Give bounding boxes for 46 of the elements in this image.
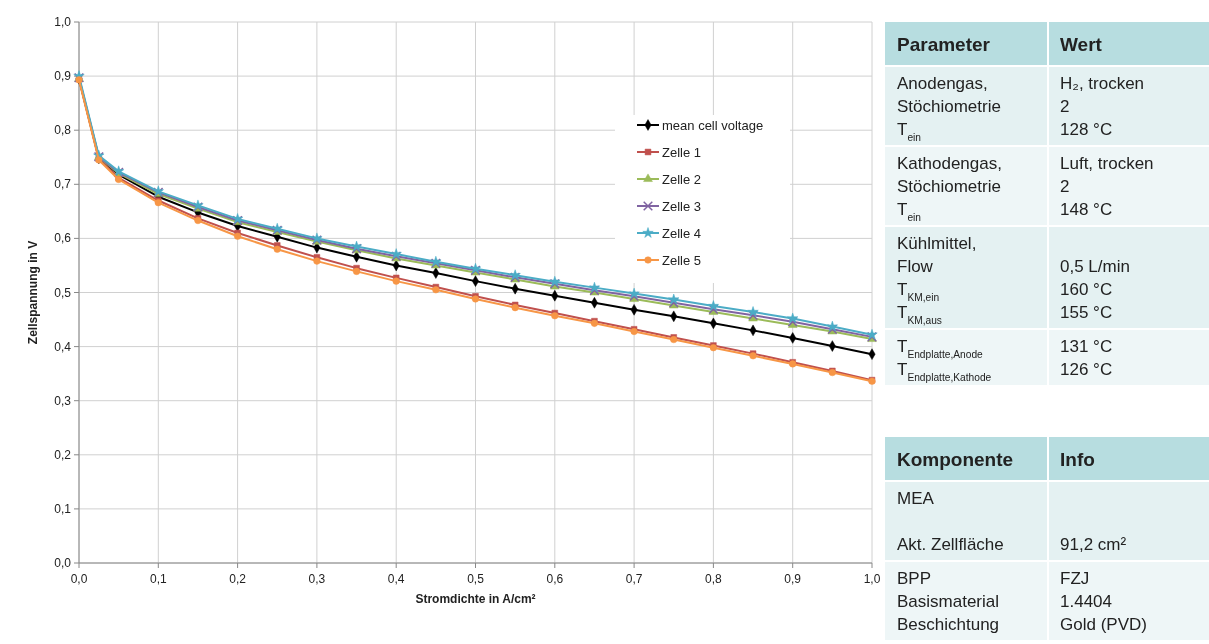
x-tick-label: 0,7 [625,572,643,586]
x-tick-label: 0,6 [546,572,564,586]
text: H₂, trocken 2 128 °C [1060,74,1145,139]
x-tick-label: 0,4 [387,572,405,586]
x-tick-label: 1,0 [863,572,881,586]
x-tick-label: 0,2 [229,572,247,586]
text: Kathodengas, Stöchiometrie T$_{ein}$ [897,154,1002,223]
text: Parameter [897,34,991,55]
x-tick-label: 0,5 [467,572,485,586]
y-tick-label: 0,4 [54,339,72,354]
text: 91,2 cm² [1060,535,1127,554]
text: Anodengas, Stöchiometrie T$_{ein}$ [897,74,1001,143]
x-tick-label: 0,1 [149,572,167,586]
x-tick-label: 0,9 [784,572,802,586]
x-tick-label: 0,0 [70,572,88,586]
text: Info [1060,449,1095,470]
y-tick-label: 0,9 [54,69,72,84]
y-axis-title: Zellspannung in V [26,240,40,345]
text: MEA Akt. Zellfläche [897,489,1004,554]
y-tick-label: 0,6 [54,231,72,246]
text: FZJ 1.4404 Gold (PVD) [1060,569,1147,634]
text: BPP Basismaterial Beschichtung [897,569,1000,634]
legend-label: Zelle 2 [662,172,702,187]
y-tick-label: 0,5 [54,285,72,300]
text: 131 °C 126 °C [1060,337,1113,379]
text: Komponente [897,449,1014,470]
y-tick-label: 0,3 [54,393,72,408]
text: Luft, trocken 2 148 °C [1060,154,1154,219]
y-tick-label: 1,0 [54,15,72,29]
legend-label: Zelle 3 [662,199,702,214]
text: 0,5 L/min 160 °C 155 °C [1060,257,1130,322]
legend-label: mean cell voltage [662,118,764,133]
text: Kühlmittel, Flow T$_{KM,ein}$ T$_{KM,aus}$ [897,234,977,326]
y-tick-label: 0,8 [54,123,72,138]
text: T$_{Endplatte,Anode}$ T$_{Endplatte,Kathode}$ [897,337,992,383]
text: Wert [1060,34,1103,55]
y-tick-label: 0,7 [54,177,72,192]
x-tick-label: 0,8 [705,572,723,586]
y-tick-label: 0,1 [54,501,72,516]
y-tick-label: 0,2 [54,447,72,462]
x-tick-label: 0,3 [308,572,326,586]
x-axis-title: Stromdichte in A/cm² [415,592,536,606]
legend-label: Zelle 4 [662,226,702,241]
legend-label: Zelle 5 [662,253,702,268]
y-tick-label: 0,0 [54,556,72,570]
legend-label: Zelle 1 [662,145,702,160]
